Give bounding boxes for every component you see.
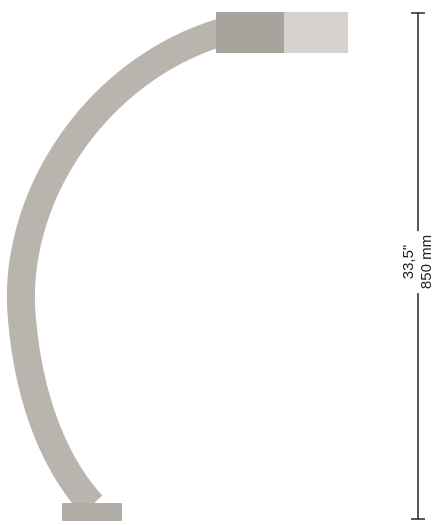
height-inches: 33,5" <box>400 244 417 280</box>
height-dimension-label: 33,5" 850 mm <box>400 230 436 294</box>
lamp-base <box>62 503 122 521</box>
height-millimeters: 850 mm <box>418 234 435 290</box>
lamp-head-back <box>216 12 284 53</box>
lamp-arm <box>6 18 227 515</box>
lamp-head-front <box>284 12 348 53</box>
